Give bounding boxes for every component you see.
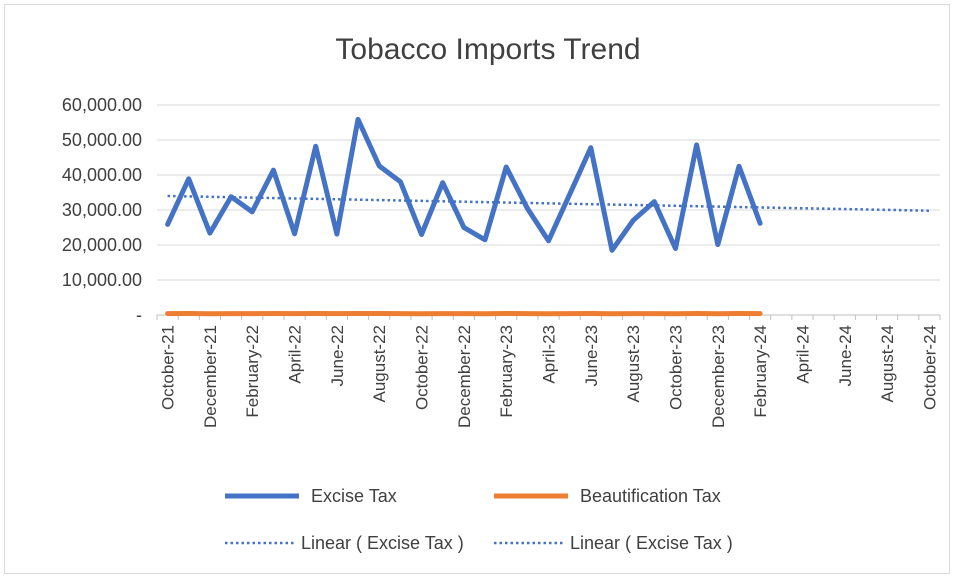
x-tick-label: October-21 [159, 325, 178, 410]
legend: Excise Tax Beautification Tax Linear ( Exc… [225, 486, 733, 553]
x-tick-label: December-23 [709, 325, 728, 428]
y-tick-label: 60,000.00 [62, 95, 142, 115]
legend-label: Excise Tax [311, 486, 397, 506]
series-lines [165, 116, 763, 317]
x-tick-label: June-22 [328, 325, 347, 386]
legend-label: Beautification Tax [580, 486, 721, 506]
y-tick-label: 50,000.00 [62, 130, 142, 150]
chart-title: Tobacco Imports Trend [335, 33, 640, 66]
x-tick-label: April-23 [540, 325, 559, 384]
legend-excise-tax: Excise Tax [225, 486, 397, 506]
x-tick-label: December-22 [455, 325, 474, 428]
x-tick-label: February-22 [243, 325, 262, 418]
x-tick-label: April-22 [286, 325, 305, 384]
x-axis-ticks: October-21 December-21 February-22 April-22… [156, 315, 941, 428]
x-tick-label: June-23 [582, 325, 601, 386]
x-tick-label: December-21 [201, 325, 220, 428]
x-tick-label: October-24 [920, 325, 939, 410]
series-excise-tax [165, 116, 763, 253]
gridlines [157, 104, 940, 316]
trendline-excise-tax [167, 194, 930, 212]
x-tick-label: October-22 [413, 325, 432, 410]
x-tick-label: February-24 [751, 325, 770, 418]
y-axis-ticks: - 10,000.00 20,000.00 30,000.00 40,000.00 50,… [62, 95, 142, 325]
trendlines [167, 194, 930, 212]
chart-svg: Tobacco Imports Trend - 10,000.00 20,000.0… [62, 33, 941, 553]
y-tick-label: 10,000.00 [62, 270, 142, 290]
y-tick-label: - [136, 305, 142, 325]
x-tick-label: August-23 [624, 325, 643, 403]
y-tick-label: 40,000.00 [62, 165, 142, 185]
y-tick-label: 20,000.00 [62, 235, 142, 255]
y-tick-label: 30,000.00 [62, 200, 142, 220]
x-tick-label: April-24 [793, 325, 812, 384]
legend-linear-2: Linear ( Excise Tax ) [494, 533, 733, 553]
x-tick-label: October-23 [666, 325, 685, 410]
x-tick-label: June-24 [836, 325, 855, 386]
legend-linear-1: Linear ( Excise Tax ) [225, 533, 464, 553]
legend-label: Linear ( Excise Tax ) [301, 533, 464, 553]
legend-beautification-tax: Beautification Tax [494, 486, 721, 506]
chart-frame: Tobacco Imports Trend - 10,000.00 20,000.0… [4, 4, 950, 574]
legend-label: Linear ( Excise Tax ) [570, 533, 733, 553]
x-tick-label: August-22 [370, 325, 389, 403]
x-tick-label: August-24 [878, 325, 897, 403]
x-tick-label: February-23 [497, 325, 516, 418]
